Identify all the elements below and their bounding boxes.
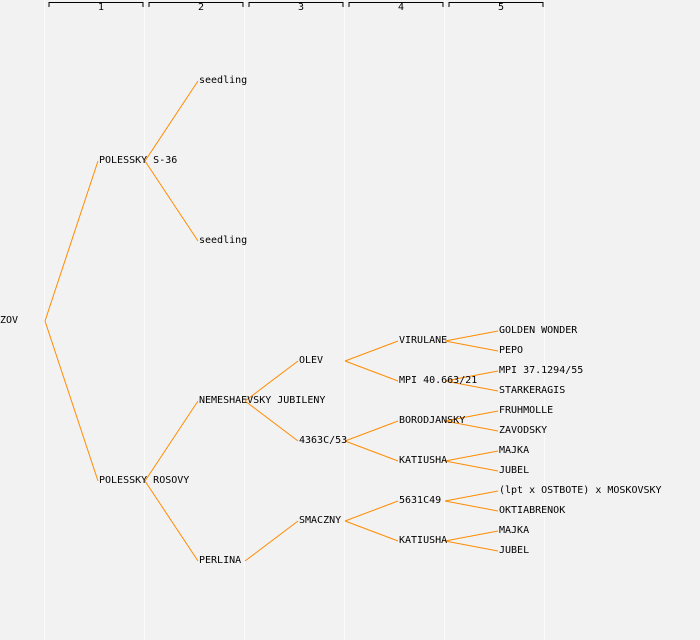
pedigree-edge: [244, 400, 299, 442]
pedigree-edge: [344, 520, 399, 542]
pedigree-edge: [444, 330, 499, 342]
pedigree-edge: [444, 460, 499, 472]
pedigree-edge: [44, 320, 99, 482]
pedigree-node-polessky-rosovy: POLESSKY ROSOVY: [99, 475, 190, 486]
pedigree-node-polessky-s36: POLESSKY S-36: [99, 155, 178, 166]
pedigree-edge: [344, 360, 399, 382]
pedigree-node-mpi-37-1294-55: MPI 37.1294/55: [499, 365, 584, 376]
pedigree-node-zov: ZOV: [0, 315, 19, 326]
pedigree-node-olev: OLEV: [299, 355, 324, 366]
pedigree-node-katiusha-a: KATIUSHA: [399, 455, 448, 466]
pedigree-edge: [344, 340, 399, 362]
pedigree-node-pepo: PEPO: [499, 345, 524, 356]
pedigree-node-perlina: PERLINA: [199, 555, 242, 566]
pedigree-node-lpt-ostbote-moskovsky: (lpt x OSTBOTE) x MOSKOVSKY: [499, 485, 662, 496]
pedigree-edge: [244, 360, 299, 402]
generation-label-1: 1: [97, 2, 105, 13]
generation-bracket: [148, 2, 244, 7]
pedigree-node-jubel-b: JUBEL: [499, 545, 530, 556]
generation-bracket: [348, 2, 444, 7]
pedigree-edge: [144, 480, 199, 562]
pedigree-node-majka-a: MAJKA: [499, 445, 530, 456]
generation-label-3: 3: [297, 2, 305, 13]
pedigree-edge: [144, 400, 199, 482]
pedigree-edge: [444, 530, 499, 542]
generation-label-5: 5: [497, 2, 505, 13]
pedigree-edge: [344, 420, 399, 442]
generation-label-4: 4: [397, 2, 405, 13]
pedigree-edge: [444, 410, 499, 422]
pedigree-node-seedling-b: seedling: [199, 235, 248, 246]
pedigree-node-katiusha-b: KATIUSHA: [399, 535, 448, 546]
pedigree-node-majka-b: MAJKA: [499, 525, 530, 536]
pedigree-edge: [444, 500, 499, 512]
pedigree-edge: [144, 80, 199, 162]
pedigree-node-mpi-40-663-21: MPI 40.663/21: [399, 375, 478, 386]
pedigree-edge: [444, 340, 499, 352]
pedigree-node-golden-wonder: GOLDEN WONDER: [499, 325, 578, 336]
pedigree-node-oktiabrenok: OKTIABRENOK: [499, 505, 566, 516]
generation-bracket: [448, 2, 544, 7]
pedigree-node-seedling-a: seedling: [199, 75, 248, 86]
pedigree-edge: [244, 520, 299, 562]
pedigree-node-zavodsky: ZAVODSKY: [499, 425, 548, 436]
generation-bracket: [248, 2, 344, 7]
pedigree-edge: [144, 160, 199, 242]
pedigree-node-virulane: VIRULANE: [399, 335, 448, 346]
pedigree-edge: [344, 440, 399, 462]
pedigree-node-jubel-a: JUBEL: [499, 465, 530, 476]
pedigree-node-smaczny: SMACZNY: [299, 515, 342, 526]
pedigree-node-5631c49: 5631C49: [399, 495, 442, 506]
pedigree-node-starkeragis: STARKERAGIS: [499, 385, 566, 396]
pedigree-node-fruhmolle: FRUHMOLLE: [499, 405, 554, 416]
pedigree-edge: [444, 450, 499, 462]
pedigree-edge: [444, 490, 499, 502]
pedigree-edge: [444, 380, 499, 392]
pedigree-edge: [444, 370, 499, 382]
generation-bracket: [48, 2, 144, 7]
pedigree-node-4363c-53: 4363C/53: [299, 435, 348, 446]
pedigree-edge: [444, 540, 499, 552]
pedigree-node-nemeshaevsky-jubileny: NEMESHAEVSKY JUBILENY: [199, 395, 326, 406]
pedigree-edge: [444, 420, 499, 432]
generation-label-2: 2: [197, 2, 205, 13]
pedigree-node-borodjansky: BORODJANSKY: [399, 415, 466, 426]
pedigree-edge: [344, 500, 399, 522]
pedigree-edge: [44, 160, 99, 322]
